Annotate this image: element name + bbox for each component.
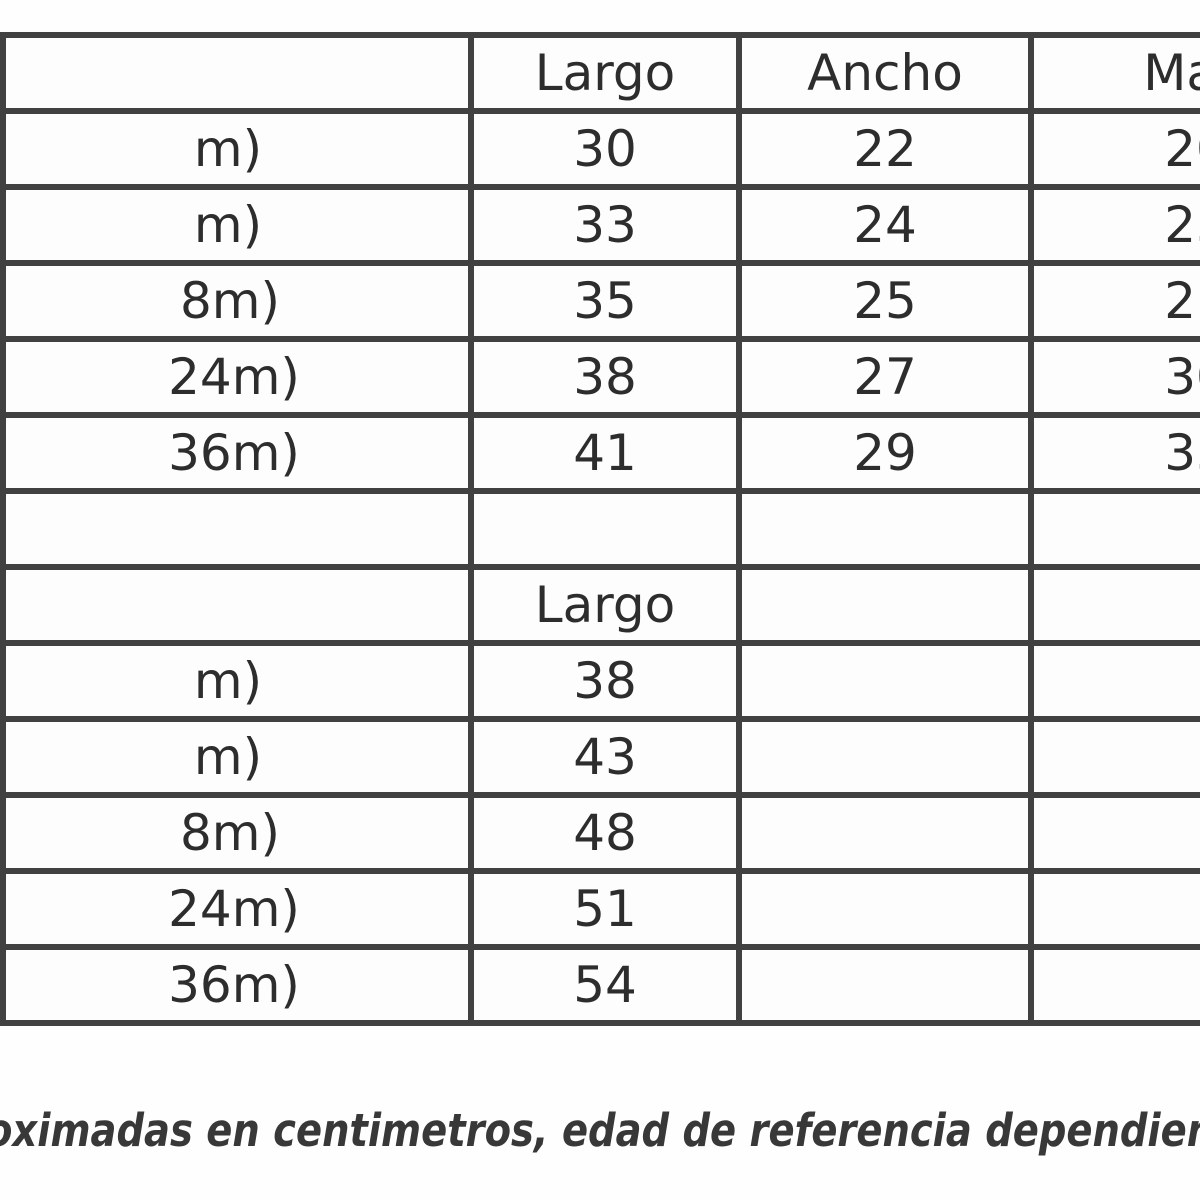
size-label-cell: m)	[0, 108, 474, 190]
table-row: 8m) 48	[0, 792, 1200, 874]
table-row: 24m) 38 27 30	[0, 336, 1200, 418]
largo-cell: 30	[468, 108, 742, 190]
manga-cell: 30	[1028, 336, 1200, 418]
empty-cell	[1028, 944, 1200, 1026]
table-row: m) 38	[0, 640, 1200, 722]
empty-cell	[736, 716, 1034, 798]
manga-cell: 27	[1028, 260, 1200, 342]
manga-cell: 23	[1028, 184, 1200, 266]
ancho-cell: 27	[736, 336, 1034, 418]
manga-cell: 20	[1028, 108, 1200, 190]
empty-cell	[736, 944, 1034, 1026]
size-label-cell: 8m)	[0, 260, 474, 342]
table-row: m) 30 22 20	[0, 108, 1200, 190]
largo-cell: 48	[468, 792, 742, 874]
largo-cell: 33	[468, 184, 742, 266]
largo-column-header: Largo	[468, 32, 742, 114]
manga-cell: 33	[1028, 412, 1200, 494]
size-column-header	[0, 32, 474, 114]
size-label-cell: m)	[0, 716, 474, 798]
empty-cell	[468, 488, 742, 570]
table-row: m) 43	[0, 716, 1200, 798]
empty-cell	[1028, 564, 1200, 646]
ancho-cell: 29	[736, 412, 1034, 494]
table-row: 24m) 51	[0, 868, 1200, 950]
ancho-cell: 22	[736, 108, 1034, 190]
largo-cell: 38	[468, 336, 742, 418]
empty-cell	[1028, 640, 1200, 722]
size-label-cell: m)	[0, 640, 474, 722]
manga-column-header: Man	[1028, 32, 1200, 114]
largo-cell: 35	[468, 260, 742, 342]
size-label-cell: 8m)	[0, 792, 474, 874]
empty-cell	[736, 564, 1034, 646]
table-header-row: Largo Ancho Man	[0, 32, 1200, 114]
size-label-cell: 36m)	[0, 412, 474, 494]
measurements-note: oximadas en centimetros, edad de referen…	[0, 1104, 1200, 1157]
largo-cell: 43	[468, 716, 742, 798]
empty-cell	[736, 868, 1034, 950]
largo-cell: 38	[468, 640, 742, 722]
empty-cell	[1028, 868, 1200, 950]
empty-cell	[736, 792, 1034, 874]
table-row: m) 33 24 23	[0, 184, 1200, 266]
empty-cell	[1028, 716, 1200, 798]
empty-cell	[736, 488, 1034, 570]
table-row: 8m) 35 25 27	[0, 260, 1200, 342]
empty-cell	[736, 640, 1034, 722]
spacer-row	[0, 488, 1200, 570]
empty-cell	[0, 488, 474, 570]
size-label-cell: 24m)	[0, 336, 474, 418]
empty-cell	[1028, 488, 1200, 570]
empty-cell	[1028, 792, 1200, 874]
table-header-row: Largo	[0, 564, 1200, 646]
size-label-cell: m)	[0, 184, 474, 266]
ancho-cell: 24	[736, 184, 1034, 266]
size-label-cell: 24m)	[0, 868, 474, 950]
table-row: 36m) 41 29 33	[0, 412, 1200, 494]
largo-cell: 51	[468, 868, 742, 950]
largo-cell: 54	[468, 944, 742, 1026]
table-row: 36m) 54	[0, 944, 1200, 1026]
size-chart-table: Largo Ancho Man m) 30 22 20 m) 33 24 23 …	[0, 32, 1200, 1026]
size-column-header	[0, 564, 474, 646]
largo-column-header: Largo	[468, 564, 742, 646]
size-label-cell: 36m)	[0, 944, 474, 1026]
largo-cell: 41	[468, 412, 742, 494]
ancho-cell: 25	[736, 260, 1034, 342]
ancho-column-header: Ancho	[736, 32, 1034, 114]
